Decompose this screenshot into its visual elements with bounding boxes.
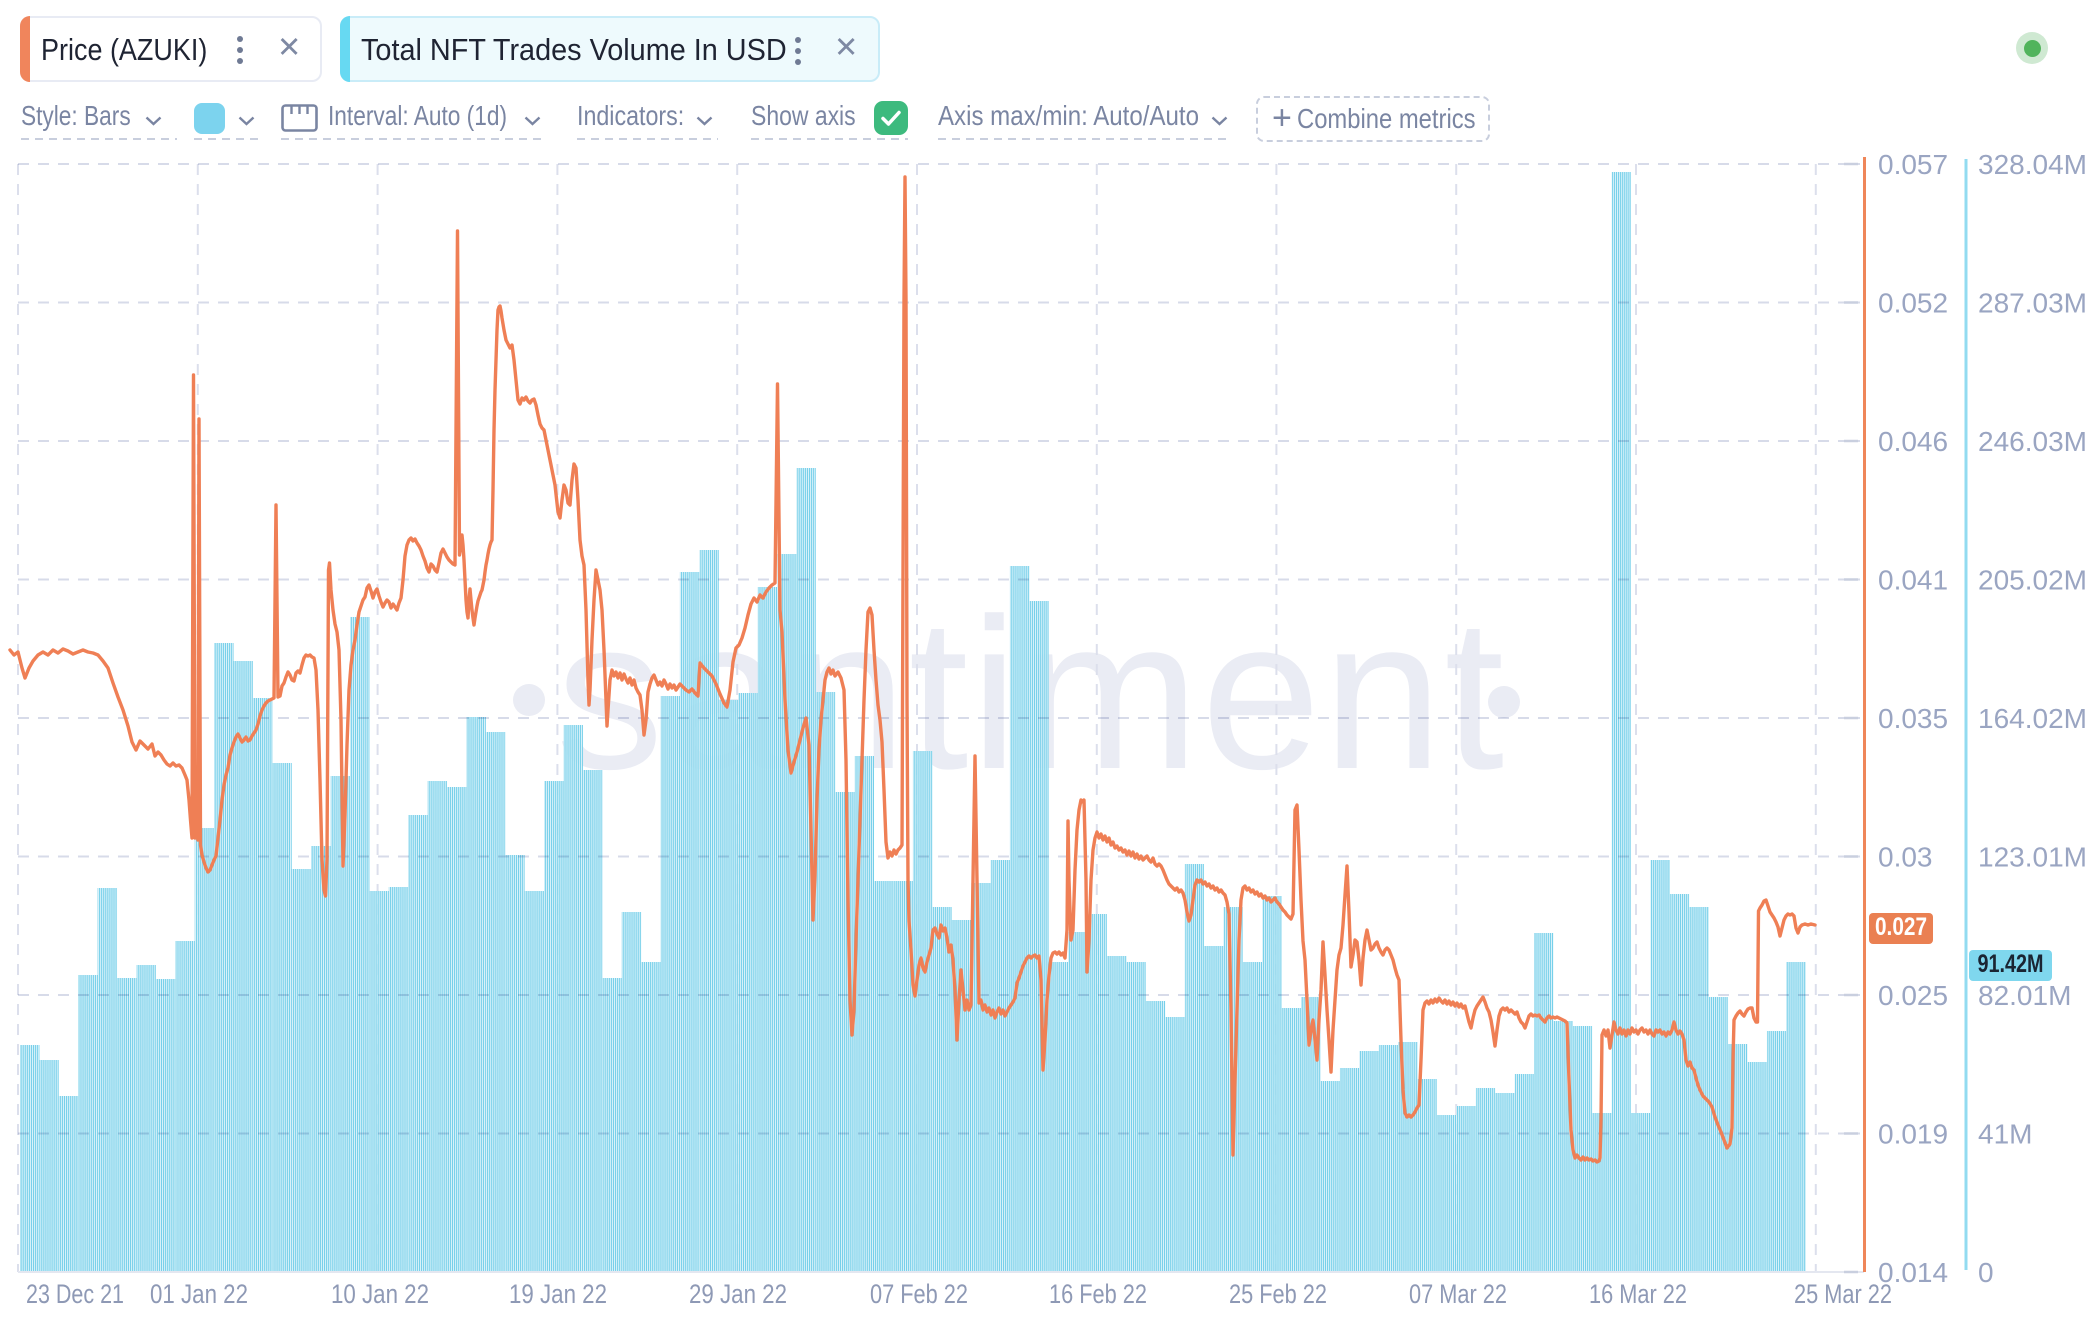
svg-text:0.03: 0.03 — [1878, 842, 1933, 873]
svg-text:41M: 41M — [1978, 1119, 2032, 1150]
svg-text:16 Feb 22: 16 Feb 22 — [1049, 1279, 1147, 1309]
svg-text:19 Jan 22: 19 Jan 22 — [509, 1279, 607, 1309]
svg-text:23 Dec 21: 23 Dec 21 — [26, 1279, 124, 1309]
svg-text:01 Jan 22: 01 Jan 22 — [150, 1279, 248, 1309]
svg-text:0.035: 0.035 — [1878, 703, 1948, 734]
svg-text:82.01M: 82.01M — [1978, 980, 2071, 1011]
svg-text:246.03M: 246.03M — [1978, 426, 2087, 457]
svg-text:0.014: 0.014 — [1878, 1257, 1948, 1288]
svg-text:29 Jan 22: 29 Jan 22 — [689, 1279, 787, 1309]
svg-text:0.027: 0.027 — [1875, 913, 1927, 941]
svg-text:07 Mar 22: 07 Mar 22 — [1409, 1279, 1507, 1309]
svg-text:0.046: 0.046 — [1878, 426, 1948, 457]
svg-text:0: 0 — [1978, 1257, 1994, 1288]
svg-text:0.025: 0.025 — [1878, 980, 1948, 1011]
svg-text:10 Jan 22: 10 Jan 22 — [331, 1279, 429, 1309]
svg-text:07 Feb 22: 07 Feb 22 — [870, 1279, 968, 1309]
svg-text:0.057: 0.057 — [1878, 149, 1948, 180]
svg-text:0.052: 0.052 — [1878, 288, 1948, 319]
svg-text:123.01M: 123.01M — [1978, 842, 2087, 873]
svg-text:91.42M: 91.42M — [1978, 950, 2044, 978]
svg-text:25 Feb 22: 25 Feb 22 — [1229, 1279, 1327, 1309]
svg-text:328.04M: 328.04M — [1978, 149, 2087, 180]
svg-text:25 Mar 22: 25 Mar 22 — [1794, 1279, 1892, 1309]
svg-text:164.02M: 164.02M — [1978, 703, 2087, 734]
svg-text:16 Mar 22: 16 Mar 22 — [1589, 1279, 1687, 1309]
svg-text:0.041: 0.041 — [1878, 565, 1948, 596]
svg-text:0.019: 0.019 — [1878, 1119, 1948, 1150]
svg-text:287.03M: 287.03M — [1978, 288, 2087, 319]
svg-text:205.02M: 205.02M — [1978, 565, 2087, 596]
